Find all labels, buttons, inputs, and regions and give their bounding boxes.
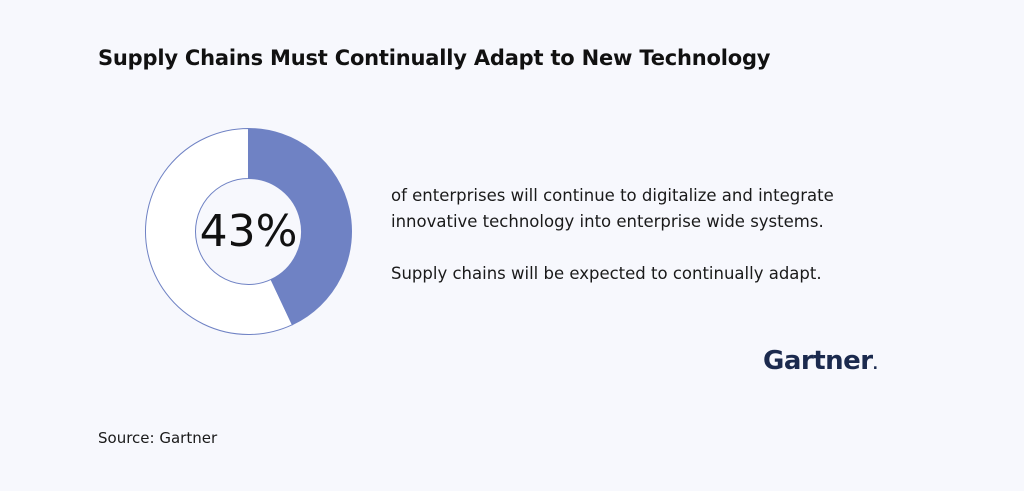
donut-center-label: 43% <box>199 206 298 257</box>
donut-chart-svg <box>145 127 352 335</box>
source-note: Source: Gartner <box>98 429 218 447</box>
gartner-logo-dot: . <box>872 357 878 373</box>
donut-slice-highlight <box>248 127 352 326</box>
description: of enterprises will continue to digitali… <box>391 183 911 287</box>
gartner-logo-text: Gartner <box>763 346 873 376</box>
gartner-logo: Gartner. <box>763 346 878 376</box>
page-title: Supply Chains Must Continually Adapt to … <box>98 46 771 70</box>
donut-slice-remainder <box>145 127 294 335</box>
donut-chart: 43% <box>144 127 353 336</box>
description-line-2: Supply chains will be expected to contin… <box>391 264 822 283</box>
description-line-1: of enterprises will continue to digitali… <box>391 186 834 231</box>
